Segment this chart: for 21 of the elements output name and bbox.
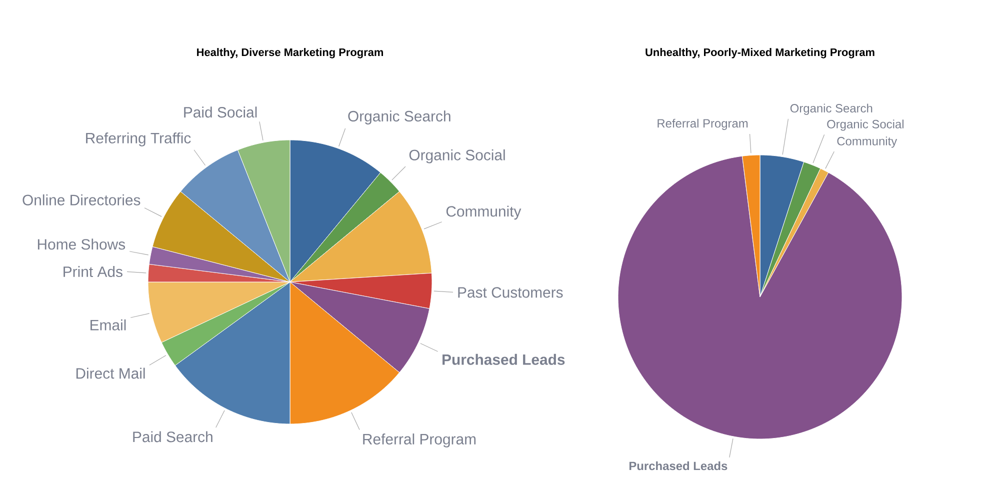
slice-label: Referral Program (658, 118, 748, 130)
slice-label: Online Directories (22, 194, 140, 206)
slice-label: Print Ads (64, 266, 122, 278)
slice-label: Direct Mail (76, 368, 145, 379)
slice-label: Organic Search (348, 110, 450, 124)
slice-label: Organic Social (827, 120, 904, 131)
chart-title: Healthy, Diverse Marketing Program (197, 48, 383, 58)
slice-label: Community (446, 206, 522, 220)
slice-label: Purchased Leads (629, 461, 728, 470)
slice-label: Organic Social (409, 149, 505, 164)
slice-label: Home Shows (38, 238, 126, 250)
slice-label: Referring Traffic (86, 132, 191, 146)
slice-label: Paid Social (184, 106, 257, 118)
slice-label: Community (837, 136, 898, 148)
slice-label: Organic Search (790, 104, 872, 115)
slice-label: Paid Search (133, 431, 212, 442)
slice-label: Purchased Leads (442, 354, 565, 365)
slice-label: Referral Program (363, 434, 476, 448)
slice-label: Email (90, 319, 126, 330)
chart-title: Unhealthy, Poorly-Mixed Marketing Program (646, 48, 874, 58)
slice-label: Past Customers (458, 287, 563, 298)
